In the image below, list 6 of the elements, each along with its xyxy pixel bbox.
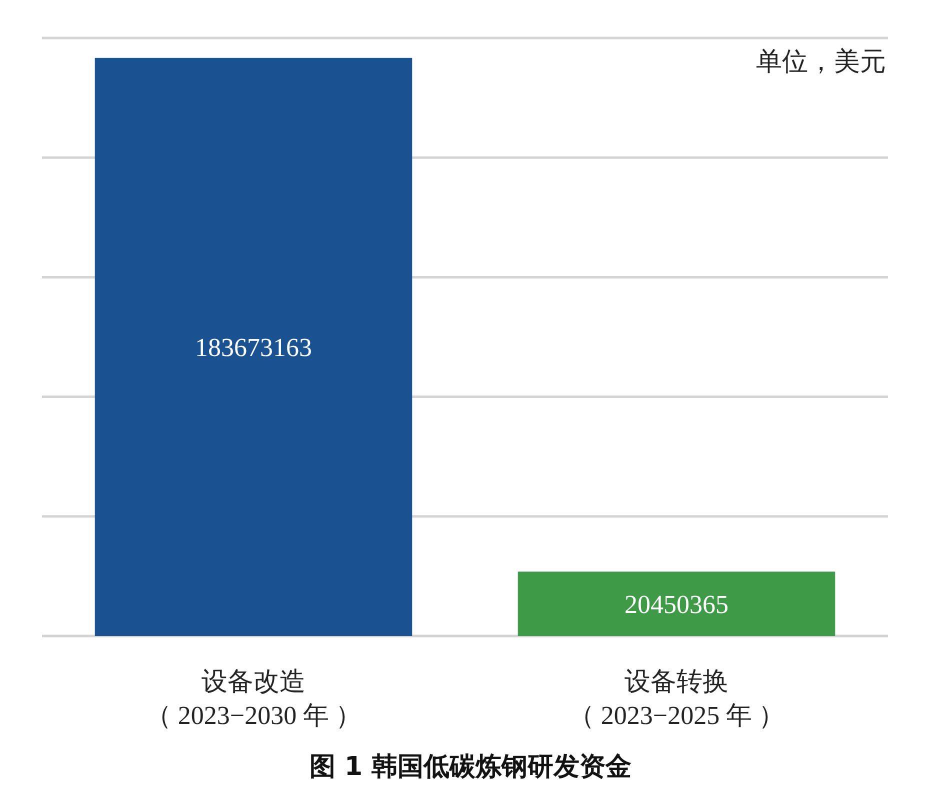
text: 图 1 韩国低碳炼钢研发资金 xyxy=(309,752,632,782)
annotation: 单位，美元 xyxy=(756,47,886,76)
x-tick-label: 设备转换（ 2023−2025 年 ） xyxy=(568,667,785,730)
x-tick-label: 设备改造（ 2023−2030 年 ） xyxy=(145,667,362,730)
data-label: 183673163 xyxy=(195,332,312,362)
data-label: 20450365 xyxy=(624,590,728,619)
